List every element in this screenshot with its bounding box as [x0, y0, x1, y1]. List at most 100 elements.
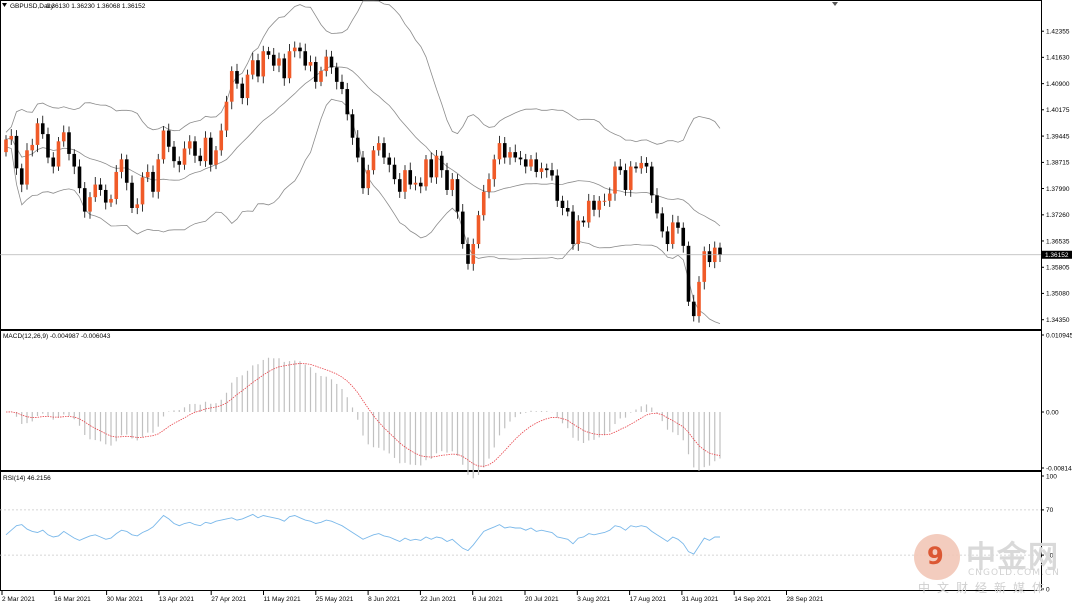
candlesticks [4, 41, 722, 323]
time-tick-label: 14 Sep 2021 [734, 596, 771, 603]
candle-bullish [481, 191, 486, 216]
candle-bearish [124, 159, 129, 183]
time-tick-label: 2 Mar 2021 [2, 596, 35, 603]
candle-bearish [130, 182, 134, 208]
candle-bearish [623, 170, 628, 190]
candle-bullish [508, 152, 512, 158]
rsi-line [5, 513, 720, 555]
candle-bearish [534, 159, 539, 172]
candle-bearish [418, 182, 423, 187]
candle-bullish [403, 170, 407, 192]
candle-bearish [40, 123, 45, 135]
time-tick-label: 8 Jun 2021 [368, 596, 401, 603]
candle-bullish [161, 130, 166, 160]
price-tick-label: 1.41630 [1046, 55, 1070, 62]
candle-bullish [539, 168, 544, 172]
candle-bearish [665, 231, 670, 245]
rsi-pane-frame [0, 471, 1042, 591]
candle-bullish [670, 222, 675, 245]
candle-bearish [634, 166, 638, 169]
candle-bearish [644, 162, 649, 167]
candle-bearish [151, 171, 155, 192]
candle-bullish [413, 182, 418, 185]
candle-bullish [529, 159, 533, 167]
candle-bearish [82, 188, 87, 212]
candle-bearish [565, 207, 570, 212]
candle-bullish [156, 159, 161, 192]
candle-bullish [366, 170, 371, 189]
rsi-tick-label: 70 [1046, 507, 1054, 514]
candle-bullish [324, 56, 329, 72]
candle-bullish [114, 171, 119, 199]
current-price-label: 1.36152 [1045, 252, 1069, 259]
macd-pane-frame [0, 330, 1042, 471]
candle-bullish [639, 162, 644, 169]
candle-bearish [655, 195, 659, 214]
candle-bullish [88, 197, 92, 212]
candle-bullish [450, 179, 455, 190]
candle-bearish [429, 159, 434, 178]
candle-bearish [518, 157, 523, 160]
time-tick-label: 6 Jul 2021 [473, 596, 503, 603]
price-tick-label: 1.39445 [1046, 133, 1070, 140]
candle-bearish [98, 184, 103, 190]
candle-bullish [140, 177, 145, 205]
candle-bearish [350, 114, 355, 138]
candle-bearish [686, 245, 691, 302]
candle-bullish [30, 144, 35, 151]
rsi-tick-label: 0 [1046, 586, 1050, 593]
time-tick-label: 22 Jun 2021 [420, 596, 456, 603]
price-tick-label: 1.37990 [1046, 186, 1070, 193]
candle-bullish [261, 51, 266, 77]
candle-bearish [46, 134, 50, 158]
candle-bearish [240, 83, 245, 99]
bollinger-upper-band [5, 0, 721, 145]
candle-bearish [303, 51, 308, 66]
candle-bearish [266, 51, 271, 55]
candle-bullish [35, 123, 40, 145]
candle-bullish [424, 159, 428, 187]
candle-bearish [502, 143, 507, 158]
candle-bullish [250, 60, 255, 75]
candle-bullish [9, 135, 14, 140]
candle-bullish [602, 200, 607, 202]
candle-bullish [93, 184, 98, 198]
candle-bullish [628, 166, 633, 190]
candle-bullish [229, 71, 234, 102]
price-tick-label: 1.34350 [1046, 317, 1070, 324]
candle-bearish [555, 175, 560, 201]
pane-frames [0, 0, 1042, 591]
candle-bullish [182, 148, 187, 165]
candle-bullish [434, 155, 439, 178]
candle-bearish [361, 157, 365, 189]
candle-bearish [177, 161, 182, 165]
candle-bullish [135, 204, 140, 208]
candle-bearish [581, 220, 586, 223]
time-tick-label: 16 Mar 2021 [54, 596, 91, 603]
time-tick-label: 3 Aug 2021 [577, 596, 610, 603]
price-tick-label: 1.38715 [1046, 160, 1070, 167]
chart-shift-marker-icon[interactable] [832, 2, 838, 6]
macd-tick-label: 0.010945 [1046, 332, 1072, 339]
macd-tick-label: 0.00 [1046, 409, 1059, 416]
candle-bearish [550, 170, 554, 176]
time-axis: 2 Mar 2021 16 Mar 2021 30 Mar 2021 13 Apr 2… [1, 591, 824, 603]
rsi-tick-label: 100 [1046, 473, 1057, 480]
candle-bearish [660, 213, 665, 232]
price-tick-label: 1.35080 [1046, 291, 1070, 298]
candle-bullish [25, 150, 29, 185]
candle-bullish [487, 179, 491, 192]
candle-bearish [313, 62, 318, 82]
candle-bullish [109, 198, 113, 203]
candle-bearish [681, 227, 686, 246]
symbol-dropdown-icon[interactable] [2, 3, 7, 7]
candle-bearish [408, 170, 413, 185]
candle-bullish [245, 74, 250, 99]
candle-bearish [298, 47, 302, 52]
candle-bearish [256, 60, 260, 77]
candle-bearish [14, 135, 19, 169]
macd-tick-label: -0.008144 [1046, 465, 1072, 472]
